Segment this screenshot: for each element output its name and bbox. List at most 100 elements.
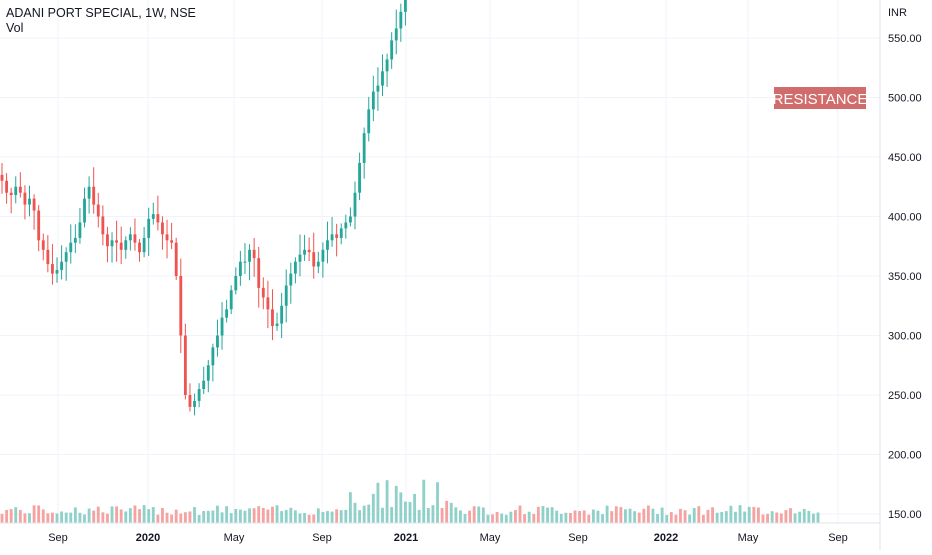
candle-body	[28, 198, 31, 205]
candle-body	[248, 249, 251, 262]
level-lines: RESISTANCE	[773, 87, 868, 109]
time-axis[interactable]: Sep 2020 May Sep 2021 May Sep 2022 May Sep	[0, 522, 880, 544]
candle-body	[348, 216, 352, 223]
x-tick-label: Sep	[568, 532, 588, 544]
candle-body	[87, 186, 91, 199]
volume-bar	[701, 514, 705, 523]
volume-bar	[472, 506, 476, 523]
volume-bar	[789, 508, 792, 523]
volume-bar	[605, 505, 609, 523]
volume-bar	[596, 510, 600, 523]
candle-body	[229, 290, 233, 310]
volume-bar	[353, 502, 357, 523]
candle-body	[353, 192, 357, 217]
resistance-annotation[interactable]: RESISTANCE	[773, 87, 868, 109]
volume-bar	[743, 511, 747, 523]
volume-bar	[504, 514, 508, 523]
volume-bar	[454, 507, 458, 523]
volume-bar	[211, 510, 215, 523]
candle-body	[193, 400, 196, 407]
candle-body	[55, 270, 59, 274]
candle-body	[83, 198, 86, 223]
volume-bar	[660, 507, 664, 523]
volume-indicator-label[interactable]: Vol	[6, 21, 24, 35]
volume-bar	[573, 510, 577, 523]
candle-body	[266, 297, 270, 310]
candle-body	[73, 237, 77, 243]
y-tick-label: 500.00	[888, 93, 922, 105]
candle-body	[0, 174, 4, 181]
candle-body	[206, 365, 210, 381]
volume-bar	[633, 511, 637, 523]
volume-bar	[326, 511, 329, 523]
volume-bar	[761, 514, 765, 523]
price-axis[interactable]: 818.50649.35810.25150.00200.00250.00300.…	[879, 0, 924, 550]
volume-bar	[284, 509, 288, 523]
candle-body	[367, 109, 371, 134]
volume-bar	[312, 514, 316, 523]
volume-bar	[770, 511, 774, 523]
y-tick-label: 400.00	[888, 212, 922, 224]
volume-bar	[775, 512, 779, 523]
volume-bar	[344, 509, 348, 523]
symbol-title[interactable]: ADANI PORT SPECIAL, 1W, NSE	[6, 6, 196, 20]
candle-body	[110, 240, 114, 247]
volume-bar	[674, 514, 678, 523]
volume-bar	[449, 502, 453, 523]
volume-bar	[174, 509, 178, 523]
volume-bar	[509, 511, 513, 523]
candle-body	[280, 305, 284, 324]
volume-bar	[390, 507, 394, 523]
volume-bar	[225, 506, 229, 523]
volume-bar	[463, 514, 467, 523]
candle-body	[298, 254, 302, 262]
candle-body	[41, 240, 45, 250]
volume-bar	[9, 509, 13, 523]
candle-body	[64, 252, 68, 262]
volume-bar	[683, 510, 687, 523]
candle-body	[179, 276, 183, 336]
volume-bar	[679, 508, 682, 523]
volume-bar	[669, 512, 673, 523]
candle-body	[252, 249, 256, 259]
volume-bar	[257, 506, 261, 523]
candle-body	[115, 240, 119, 243]
x-tick-label: Sep	[828, 532, 848, 544]
candle-body	[394, 28, 398, 41]
volume-bar	[403, 501, 407, 523]
volume-bar	[335, 509, 339, 523]
candle-body	[271, 309, 274, 326]
volume-bar	[413, 493, 417, 523]
volume-bar	[550, 507, 554, 523]
volume-bar	[697, 506, 701, 523]
volume-bar	[385, 480, 389, 523]
candle-body	[307, 249, 311, 253]
volume-bar	[422, 479, 426, 523]
volume-bar	[229, 513, 233, 523]
volume-bar	[601, 514, 604, 523]
volume-bar	[793, 513, 797, 523]
volume-bar	[266, 509, 270, 523]
volume-bar	[64, 512, 68, 523]
volume-bar	[729, 505, 733, 523]
volume-bar	[18, 510, 22, 523]
volume-bar	[720, 512, 724, 523]
volume-bar	[275, 505, 279, 523]
volume-bar	[14, 507, 18, 523]
candle-body	[188, 395, 192, 407]
volume-bar	[816, 512, 820, 523]
candle-body	[316, 261, 320, 267]
volume-bar	[724, 511, 728, 523]
volume-bar	[688, 514, 692, 523]
candle-body	[321, 249, 325, 262]
candle-body	[101, 216, 105, 235]
volume-bar	[624, 509, 627, 523]
candle-body	[174, 242, 178, 276]
volume-bar	[527, 511, 531, 523]
candle-body	[197, 389, 201, 401]
volume-bar	[637, 512, 641, 523]
candle-body	[142, 237, 146, 253]
candle-body	[385, 59, 389, 72]
candle-body	[202, 380, 206, 390]
